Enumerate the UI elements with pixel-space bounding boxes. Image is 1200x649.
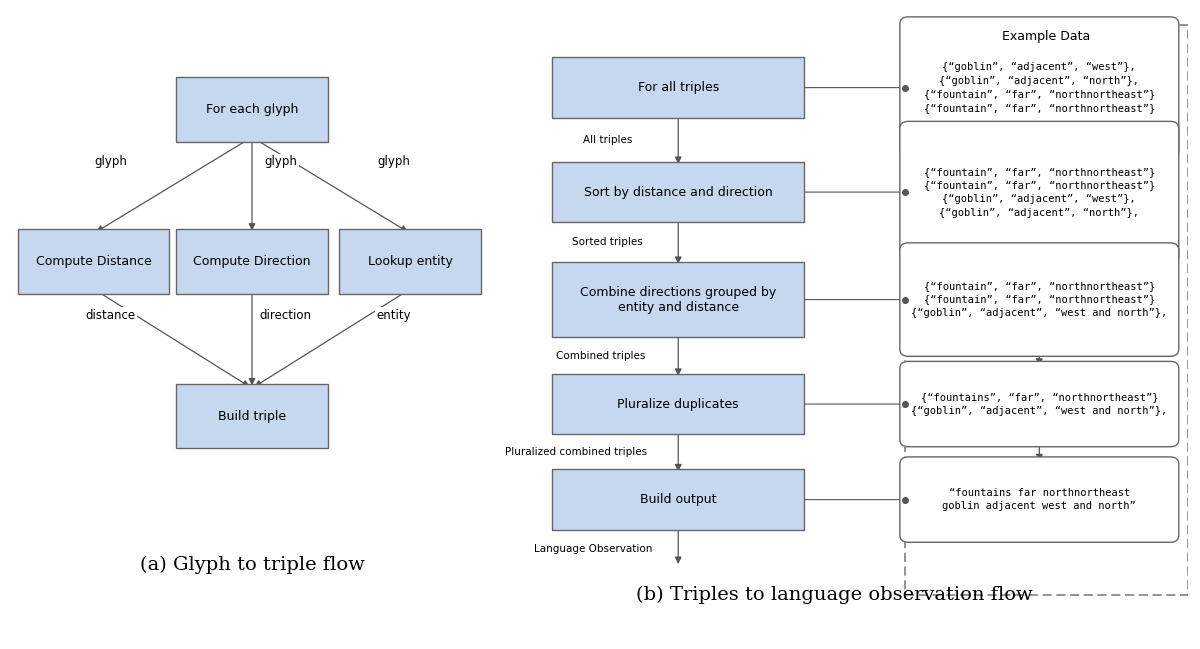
- Text: Language Observation: Language Observation: [534, 544, 653, 554]
- FancyBboxPatch shape: [900, 17, 1178, 158]
- Text: {“fountain”, “far”, “northnortheast”}
{“fountain”, “far”, “northnortheast”}
{“go: {“fountain”, “far”, “northnortheast”} {“…: [924, 167, 1154, 217]
- Text: glyph: glyph: [377, 155, 410, 169]
- Text: Build output: Build output: [640, 493, 716, 506]
- Text: Compute Direction: Compute Direction: [193, 254, 311, 268]
- Text: Sort by distance and direction: Sort by distance and direction: [584, 186, 773, 199]
- Text: All triples: All triples: [583, 135, 632, 145]
- Text: Build triple: Build triple: [218, 410, 286, 422]
- Text: For all triples: For all triples: [637, 81, 719, 94]
- FancyBboxPatch shape: [176, 77, 328, 141]
- Text: {“goblin”, “adjacent”, “west”},
{“goblin”, “adjacent”, “north”},
{“fountain”, “f: {“goblin”, “adjacent”, “west”}, {“goblin…: [924, 62, 1154, 113]
- Text: entity: entity: [377, 309, 410, 322]
- FancyBboxPatch shape: [900, 457, 1178, 543]
- Text: {“fountain”, “far”, “northnortheast”}
{“fountain”, “far”, “northnortheast”}
{“go: {“fountain”, “far”, “northnortheast”} {“…: [911, 281, 1168, 318]
- Text: For each glyph: For each glyph: [206, 103, 298, 116]
- Text: Pluralized combined triples: Pluralized combined triples: [504, 447, 647, 457]
- Text: distance: distance: [85, 309, 136, 322]
- Text: Sorted triples: Sorted triples: [572, 237, 643, 247]
- Text: direction: direction: [259, 309, 312, 322]
- FancyBboxPatch shape: [552, 262, 804, 337]
- FancyBboxPatch shape: [552, 469, 804, 530]
- Text: glyph: glyph: [94, 155, 127, 169]
- Text: Pluralize duplicates: Pluralize duplicates: [618, 398, 739, 411]
- Text: (a) Glyph to triple flow: (a) Glyph to triple flow: [139, 556, 365, 574]
- FancyBboxPatch shape: [176, 384, 328, 448]
- Text: {“fountains”, “far”, “northnortheast”}
{“goblin”, “adjacent”, “west and north”},: {“fountains”, “far”, “northnortheast”} {…: [911, 392, 1168, 416]
- Text: glyph: glyph: [264, 155, 298, 169]
- FancyBboxPatch shape: [552, 58, 804, 117]
- FancyBboxPatch shape: [900, 121, 1178, 263]
- FancyBboxPatch shape: [552, 374, 804, 434]
- Text: Example Data: Example Data: [1002, 31, 1091, 43]
- FancyBboxPatch shape: [900, 361, 1178, 447]
- FancyBboxPatch shape: [552, 162, 804, 222]
- FancyBboxPatch shape: [176, 229, 328, 293]
- FancyBboxPatch shape: [18, 229, 169, 293]
- Text: (b) Triples to language observation flow: (b) Triples to language observation flow: [636, 586, 1032, 604]
- Text: Combined triples: Combined triples: [556, 350, 646, 361]
- Text: Compute Distance: Compute Distance: [36, 254, 151, 268]
- Text: Combine directions grouped by
entity and distance: Combine directions grouped by entity and…: [580, 286, 776, 313]
- Text: “fountains far northnortheast
goblin adjacent west and north”: “fountains far northnortheast goblin adj…: [942, 488, 1136, 511]
- FancyBboxPatch shape: [900, 243, 1178, 356]
- FancyBboxPatch shape: [340, 229, 481, 293]
- Text: Lookup entity: Lookup entity: [368, 254, 452, 268]
